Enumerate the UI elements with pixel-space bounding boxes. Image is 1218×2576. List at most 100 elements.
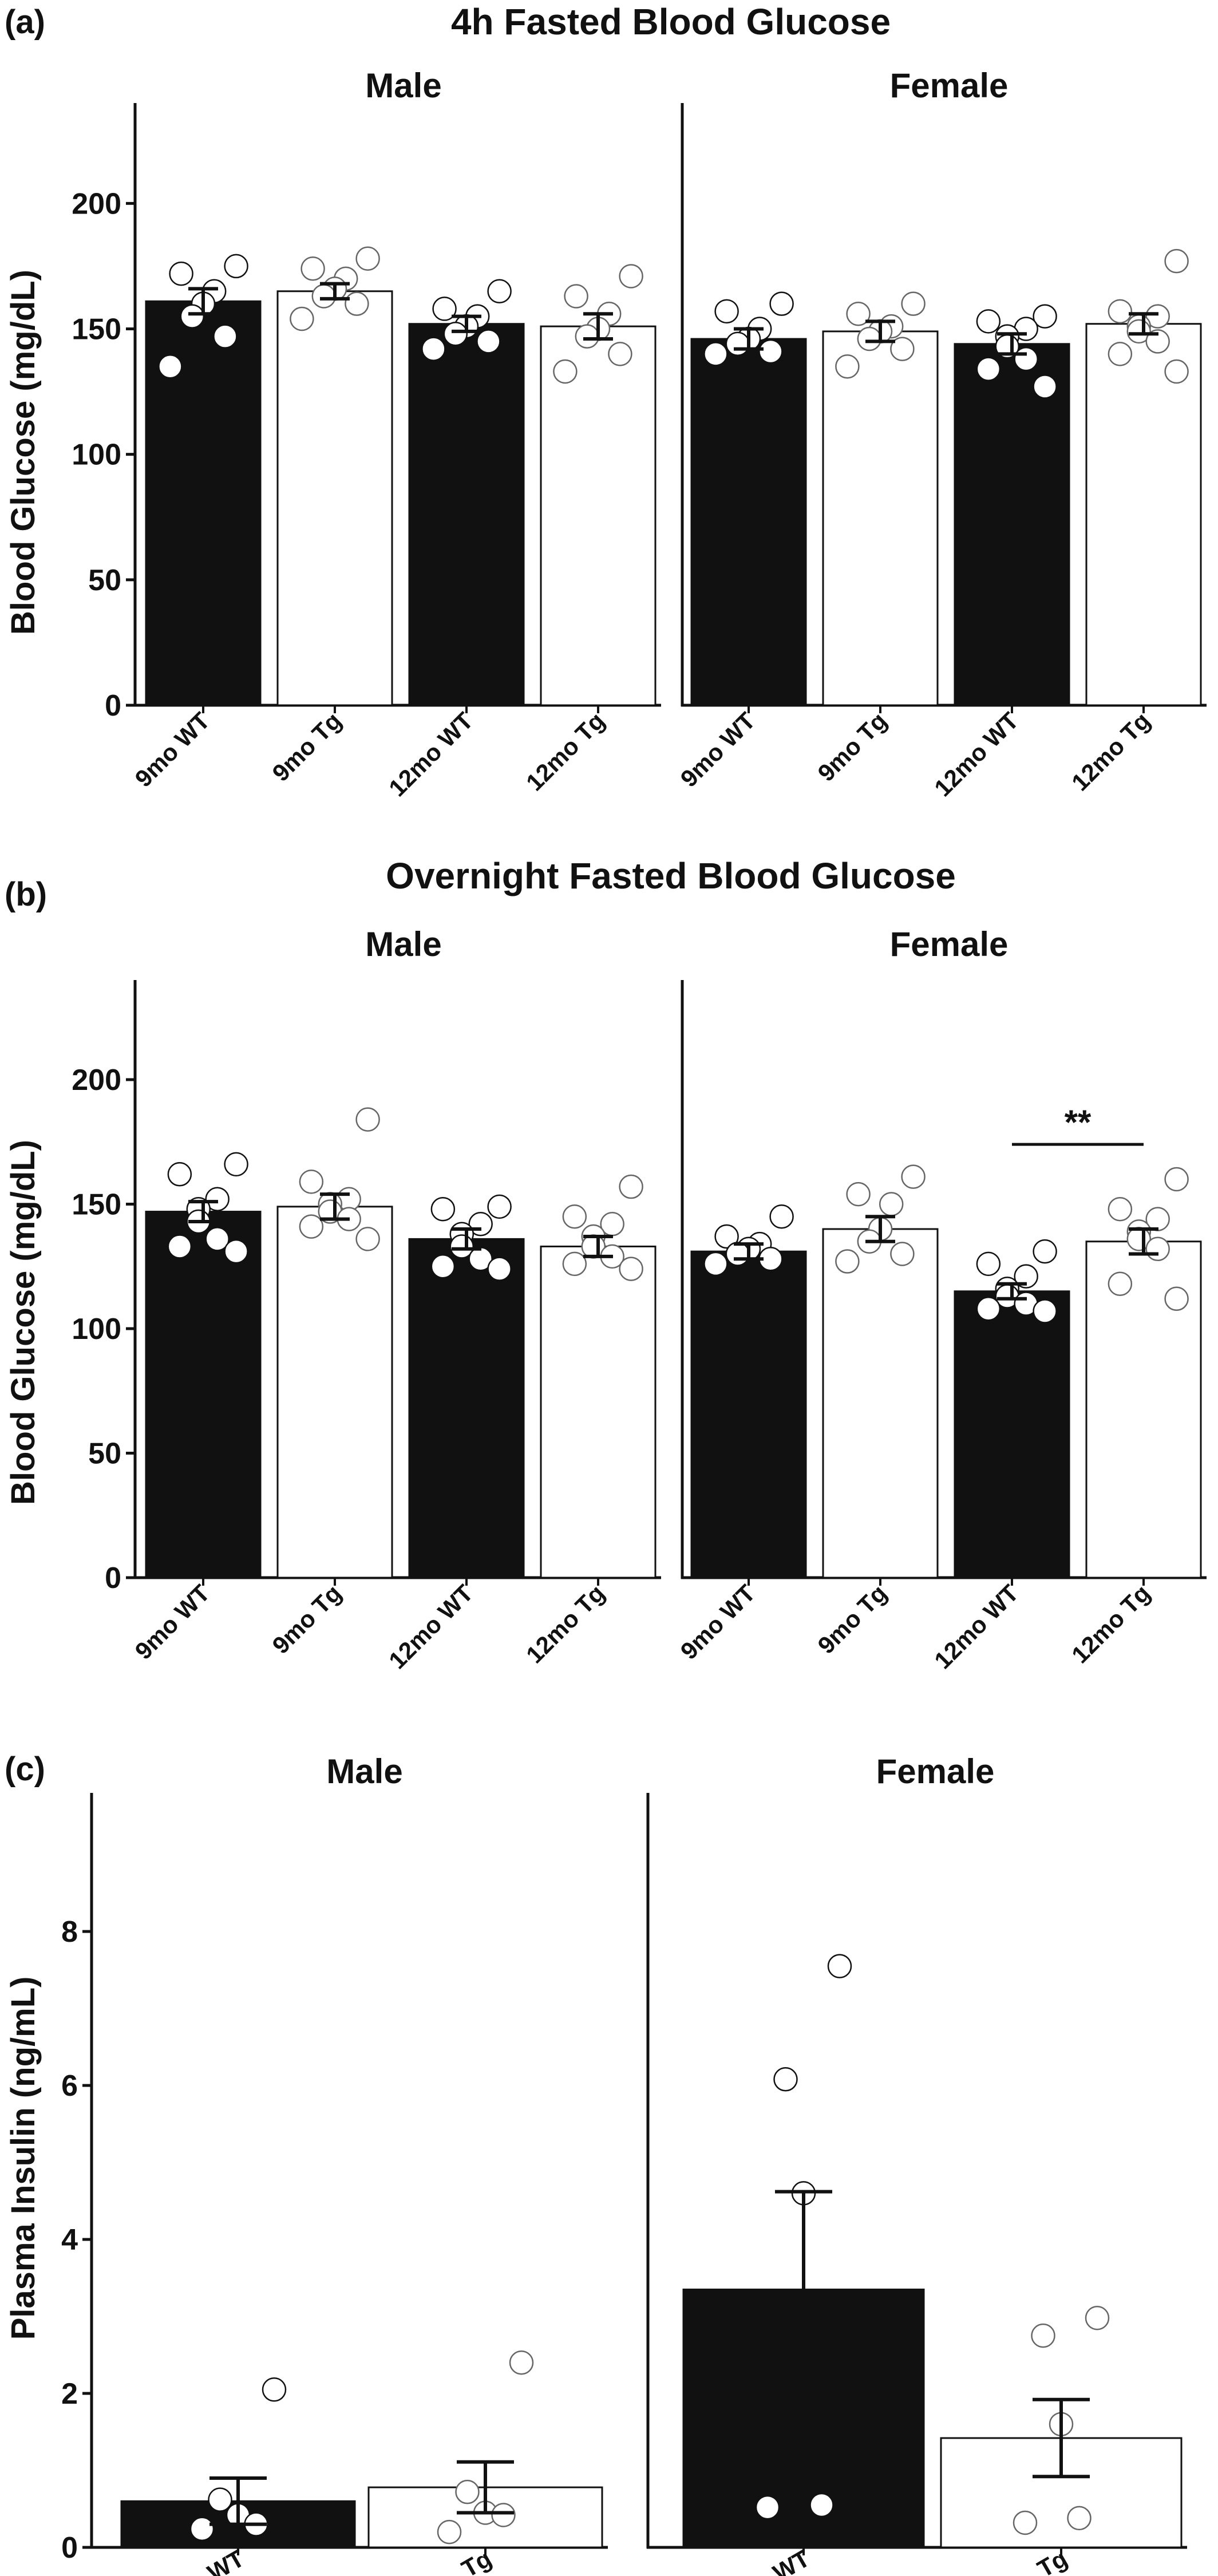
group-label: Male <box>365 925 441 963</box>
data-point <box>189 2516 215 2541</box>
data-point <box>835 354 860 379</box>
data-point <box>205 1227 230 1251</box>
data-point <box>1031 2323 1055 2348</box>
x-tick-label: 12mo WT <box>929 707 1023 801</box>
data-point <box>714 1224 739 1249</box>
x-tick-label: 9mo Tg <box>813 707 892 787</box>
data-point <box>299 1214 324 1239</box>
x-tick-label: 12mo WT <box>929 1579 1023 1674</box>
y-tick-label: 100 <box>72 1313 121 1346</box>
data-point <box>619 1257 643 1281</box>
data-point <box>311 284 337 309</box>
data-point <box>1067 2506 1092 2531</box>
group-female: Female 9mo WT 9mo Tg 12mo WT 12mo Tg <box>675 66 1207 801</box>
y-axis-label: Blood Glucose (mg/dL) <box>5 1140 42 1505</box>
data-point <box>1145 329 1170 354</box>
x-tick-label: Tg <box>1033 2545 1072 2576</box>
x-tick-label: 9mo WT <box>130 707 215 792</box>
group-label: Female <box>876 1752 995 1791</box>
y-axis-label: Plasma Insulin (ng/mL) <box>5 1977 42 2340</box>
bar <box>822 1228 939 1579</box>
data-point <box>300 256 325 281</box>
x-tick-label: 9mo WT <box>675 1579 761 1665</box>
data-point <box>487 1257 512 1281</box>
y-tick-label: 0 <box>105 1562 121 1595</box>
data-point <box>901 291 926 316</box>
x-tick-label: 9mo Tg <box>267 707 347 787</box>
x-tick-label: WT <box>768 2545 814 2576</box>
x-tick-label: 9mo WT <box>675 707 761 792</box>
data-point <box>1108 299 1133 324</box>
group-male: Male 0 50 100 150 200 9mo WT 9mo Tg 12mo WT 12mo … <box>72 925 661 1674</box>
data-point <box>224 254 248 279</box>
y-tick-label: 150 <box>72 1188 121 1222</box>
data-point <box>476 329 501 354</box>
panel-label: (a) <box>5 3 45 41</box>
data-point <box>890 1242 915 1266</box>
y-tick-label: 4 <box>61 2223 78 2257</box>
data-point <box>562 1251 587 1277</box>
data-point <box>208 2487 232 2512</box>
data-point <box>1145 304 1170 329</box>
data-point <box>455 2479 480 2504</box>
y-tick-label: 6 <box>61 2069 78 2103</box>
data-point <box>1164 1167 1189 1192</box>
group-label: Female <box>890 925 1009 963</box>
data-point <box>827 1954 852 1978</box>
data-point <box>1164 248 1189 274</box>
data-point <box>487 1194 512 1219</box>
y-tick-label: 200 <box>72 1064 121 1097</box>
data-point <box>1033 304 1057 329</box>
x-tick-label: 9mo WT <box>130 1579 215 1665</box>
data-point <box>430 1196 456 1222</box>
data-point <box>1085 2305 1110 2330</box>
bar <box>954 343 1070 706</box>
data-point <box>1108 1271 1133 1296</box>
data-point <box>169 261 193 286</box>
x-tick-label: 9mo Tg <box>267 1579 347 1659</box>
data-point <box>564 284 588 309</box>
data-point <box>1145 1236 1170 1262</box>
data-point <box>437 2519 462 2545</box>
y-tick-label: 2 <box>61 2377 78 2411</box>
data-point <box>976 1296 1001 1321</box>
group-label: Female <box>890 66 1009 105</box>
data-point <box>575 324 600 349</box>
bar <box>1085 323 1202 706</box>
data-point <box>290 306 314 331</box>
bar <box>145 1211 262 1579</box>
y-tick-label: 200 <box>72 187 121 220</box>
data-point <box>205 1187 230 1212</box>
data-point <box>857 326 882 351</box>
data-point <box>491 2503 516 2527</box>
group-female: Female WT Tg <box>646 1752 1187 2576</box>
bar <box>408 323 525 706</box>
x-tick-label: 12mo Tg <box>1066 1579 1155 1668</box>
x-tick-label: 12mo Tg <box>1066 707 1155 796</box>
data-point <box>725 1242 750 1266</box>
x-tick-label: 12mo WT <box>383 1579 478 1674</box>
group-female: Female 9mo WT 9mo Tg 12mo WT 12mo Tg ** <box>675 925 1207 1674</box>
data-point <box>835 1249 860 1274</box>
data-point <box>714 299 739 324</box>
data-point <box>755 2495 780 2520</box>
y-tick-label: 50 <box>88 564 121 597</box>
data-point <box>509 2350 534 2375</box>
panel-b: (b) Overnight Fasted Blood Glucose Blood G… <box>5 855 1207 1674</box>
x-tick-label: 12mo Tg <box>521 1579 610 1668</box>
group-male: Male 0 50 100 150 200 9mo WT 9mo Tg 12mo WT 12mo … <box>72 66 661 801</box>
data-point <box>562 1204 587 1229</box>
data-point <box>1033 1299 1057 1323</box>
data-point <box>1013 2510 1038 2535</box>
y-tick-label: 0 <box>105 689 121 722</box>
data-point <box>976 309 1001 334</box>
bar <box>690 1250 807 1579</box>
data-point <box>769 291 794 316</box>
y-tick-label: 150 <box>72 313 121 346</box>
data-point <box>355 246 380 271</box>
y-tick-label: 50 <box>88 1437 121 1471</box>
data-point <box>1033 374 1057 399</box>
x-tick-label: WT <box>203 2545 248 2576</box>
data-point <box>1014 1264 1038 1289</box>
